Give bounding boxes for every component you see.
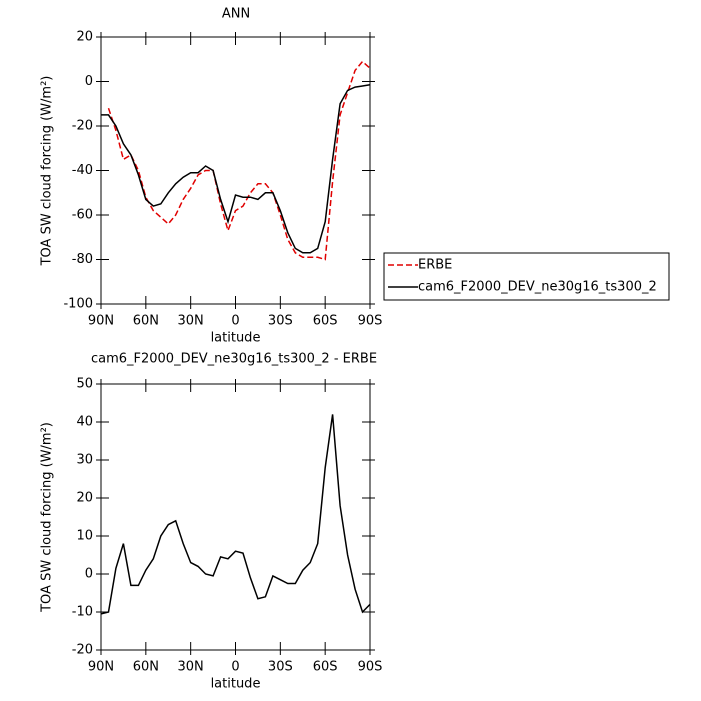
plot-frame — [100, 383, 371, 651]
y-tick-label: -60 — [72, 208, 93, 223]
y-tick-label: 0 — [85, 567, 93, 582]
y-tick-label: 20 — [76, 491, 93, 506]
y-tick-label: -20 — [72, 119, 93, 134]
y-tick-label: -10 — [72, 605, 93, 620]
x-tick-label: 90N — [88, 660, 114, 675]
y-tick-label: -100 — [63, 297, 93, 312]
legend-box — [383, 252, 670, 301]
x-axis-label: latitude — [211, 677, 261, 692]
x-tick-label: 60N — [133, 314, 159, 329]
x-tick-label: 0 — [231, 660, 239, 675]
y-tick-label: 50 — [76, 377, 93, 392]
y-tick-label: 10 — [76, 529, 93, 544]
x-tick-label: 90N — [88, 314, 114, 329]
data-line — [107, 60, 371, 261]
x-tick-label: 0 — [231, 314, 239, 329]
y-tick-label: -80 — [72, 252, 93, 267]
x-tick-label: 90S — [358, 660, 383, 675]
x-tick-label: 30S — [268, 660, 293, 675]
x-tick-label: 60S — [313, 660, 338, 675]
y-axis-label: TOA SW cloud forcing (W/m²) — [40, 422, 55, 613]
x-tick-label: 60S — [313, 314, 338, 329]
legend-label: ERBE — [418, 258, 452, 273]
chart-title: cam6_F2000_DEV_ne30g16_ts300_2 - ERBE — [91, 352, 377, 367]
y-axis-label: TOA SW cloud forcing (W/m²) — [40, 76, 55, 267]
y-tick-label: 40 — [76, 415, 93, 430]
y-tick-label: 30 — [76, 453, 93, 468]
y-tick-label: -20 — [72, 643, 93, 658]
x-tick-label: 90S — [358, 314, 383, 329]
data-line — [101, 84, 371, 254]
x-axis-label: latitude — [211, 331, 261, 346]
plot-frame — [100, 36, 371, 305]
legend-label: cam6_F2000_DEV_ne30g16_ts300_2 — [418, 280, 657, 295]
y-tick-label: 20 — [76, 30, 93, 45]
chart-title: ANN — [222, 7, 250, 22]
data-line — [100, 414, 371, 615]
y-tick-label: 0 — [85, 74, 93, 89]
x-tick-label: 30N — [178, 314, 204, 329]
x-tick-label: 30N — [178, 660, 204, 675]
y-tick-label: -40 — [72, 163, 93, 178]
x-tick-label: 30S — [268, 314, 293, 329]
x-tick-label: 60N — [133, 660, 159, 675]
